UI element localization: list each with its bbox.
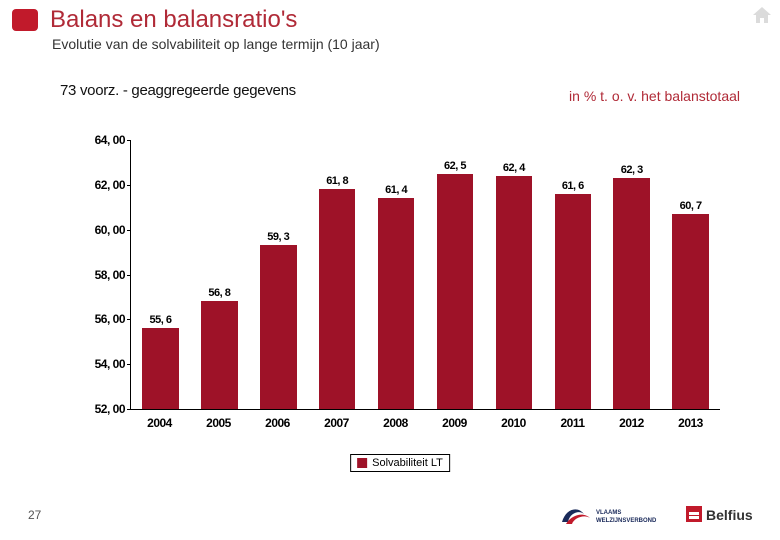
bar-value-label: 61, 8 xyxy=(326,175,348,187)
x-tick-label: 2012 xyxy=(602,416,661,430)
bar-value-label: 62, 5 xyxy=(444,160,466,172)
x-tick-label: 2004 xyxy=(130,416,189,430)
belfius-logo: Belfius xyxy=(686,502,762,528)
y-tick-label: 64, 00 xyxy=(81,133,125,147)
bar-slot: 60, 7 xyxy=(661,140,720,409)
bar xyxy=(555,194,592,409)
y-tick-label: 54, 00 xyxy=(81,357,125,371)
x-tick-label: 2008 xyxy=(366,416,425,430)
bar xyxy=(496,176,533,409)
y-tick-label: 52, 00 xyxy=(81,402,125,416)
bar xyxy=(319,189,356,409)
bar-slot: 56, 8 xyxy=(190,140,249,409)
bar xyxy=(260,245,297,409)
x-tick-label: 2013 xyxy=(661,416,720,430)
bar-slot: 62, 3 xyxy=(602,140,661,409)
bar-value-label: 56, 8 xyxy=(208,287,230,299)
bar-value-label: 59, 3 xyxy=(267,231,289,243)
bar-slot: 55, 6 xyxy=(131,140,190,409)
bar xyxy=(201,301,238,409)
legend-swatch xyxy=(357,458,367,468)
x-tick-label: 2009 xyxy=(425,416,484,430)
x-tick-label: 2005 xyxy=(189,416,248,430)
page-subtitle: Evolutie van de solvabiliteit op lange t… xyxy=(0,36,780,52)
chart-note-right: in % t. o. v. het balanstotaal xyxy=(569,88,740,104)
bar-slot: 61, 4 xyxy=(367,140,426,409)
x-tick-label: 2011 xyxy=(543,416,602,430)
vlaams-logo: VLAAMS WELZIJNSVERBOND xyxy=(554,500,674,530)
svg-text:Belfius: Belfius xyxy=(706,507,753,523)
y-tick-label: 60, 00 xyxy=(81,223,125,237)
page-title: Balans en balansratio's xyxy=(50,6,297,34)
bar-value-label: 61, 4 xyxy=(385,184,407,196)
home-icon xyxy=(752,6,772,29)
bar xyxy=(437,174,474,409)
svg-text:WELZIJNSVERBOND: WELZIJNSVERBOND xyxy=(596,518,657,524)
legend-label: Solvabiliteit LT xyxy=(372,457,443,469)
y-tick-label: 62, 00 xyxy=(81,178,125,192)
bar-slot: 61, 6 xyxy=(543,140,602,409)
y-tick-label: 58, 00 xyxy=(81,268,125,282)
x-tick-label: 2007 xyxy=(307,416,366,430)
bar xyxy=(672,214,709,409)
bar xyxy=(378,198,415,409)
footer-logos: VLAAMS WELZIJNSVERBOND Belfius xyxy=(554,500,762,530)
chart-legend: Solvabiliteit LT xyxy=(350,454,450,472)
y-tick-label: 56, 00 xyxy=(81,312,125,326)
bar-value-label: 60, 7 xyxy=(680,200,702,212)
bar-value-label: 62, 4 xyxy=(503,162,525,174)
bar-slot: 61, 8 xyxy=(308,140,367,409)
bar-value-label: 55, 6 xyxy=(149,314,171,326)
bar-value-label: 61, 6 xyxy=(562,180,584,192)
title-bullet xyxy=(12,9,38,31)
bar-slot: 59, 3 xyxy=(249,140,308,409)
x-tick-label: 2010 xyxy=(484,416,543,430)
bar-slot: 62, 5 xyxy=(426,140,485,409)
page-number: 27 xyxy=(28,508,41,522)
chart-note-left: 73 voorz. - geaggregeerde gegevens xyxy=(60,82,296,99)
bar-value-label: 62, 3 xyxy=(621,164,643,176)
solvency-chart: 55, 6 56, 8 59, 3 61, 8 61, 4 62, 5 62, 4 61, 6… xyxy=(80,140,720,440)
bar xyxy=(613,178,650,409)
svg-text:VLAAMS: VLAAMS xyxy=(596,510,621,516)
bar-slot: 62, 4 xyxy=(484,140,543,409)
bar xyxy=(142,328,179,409)
x-tick-label: 2006 xyxy=(248,416,307,430)
